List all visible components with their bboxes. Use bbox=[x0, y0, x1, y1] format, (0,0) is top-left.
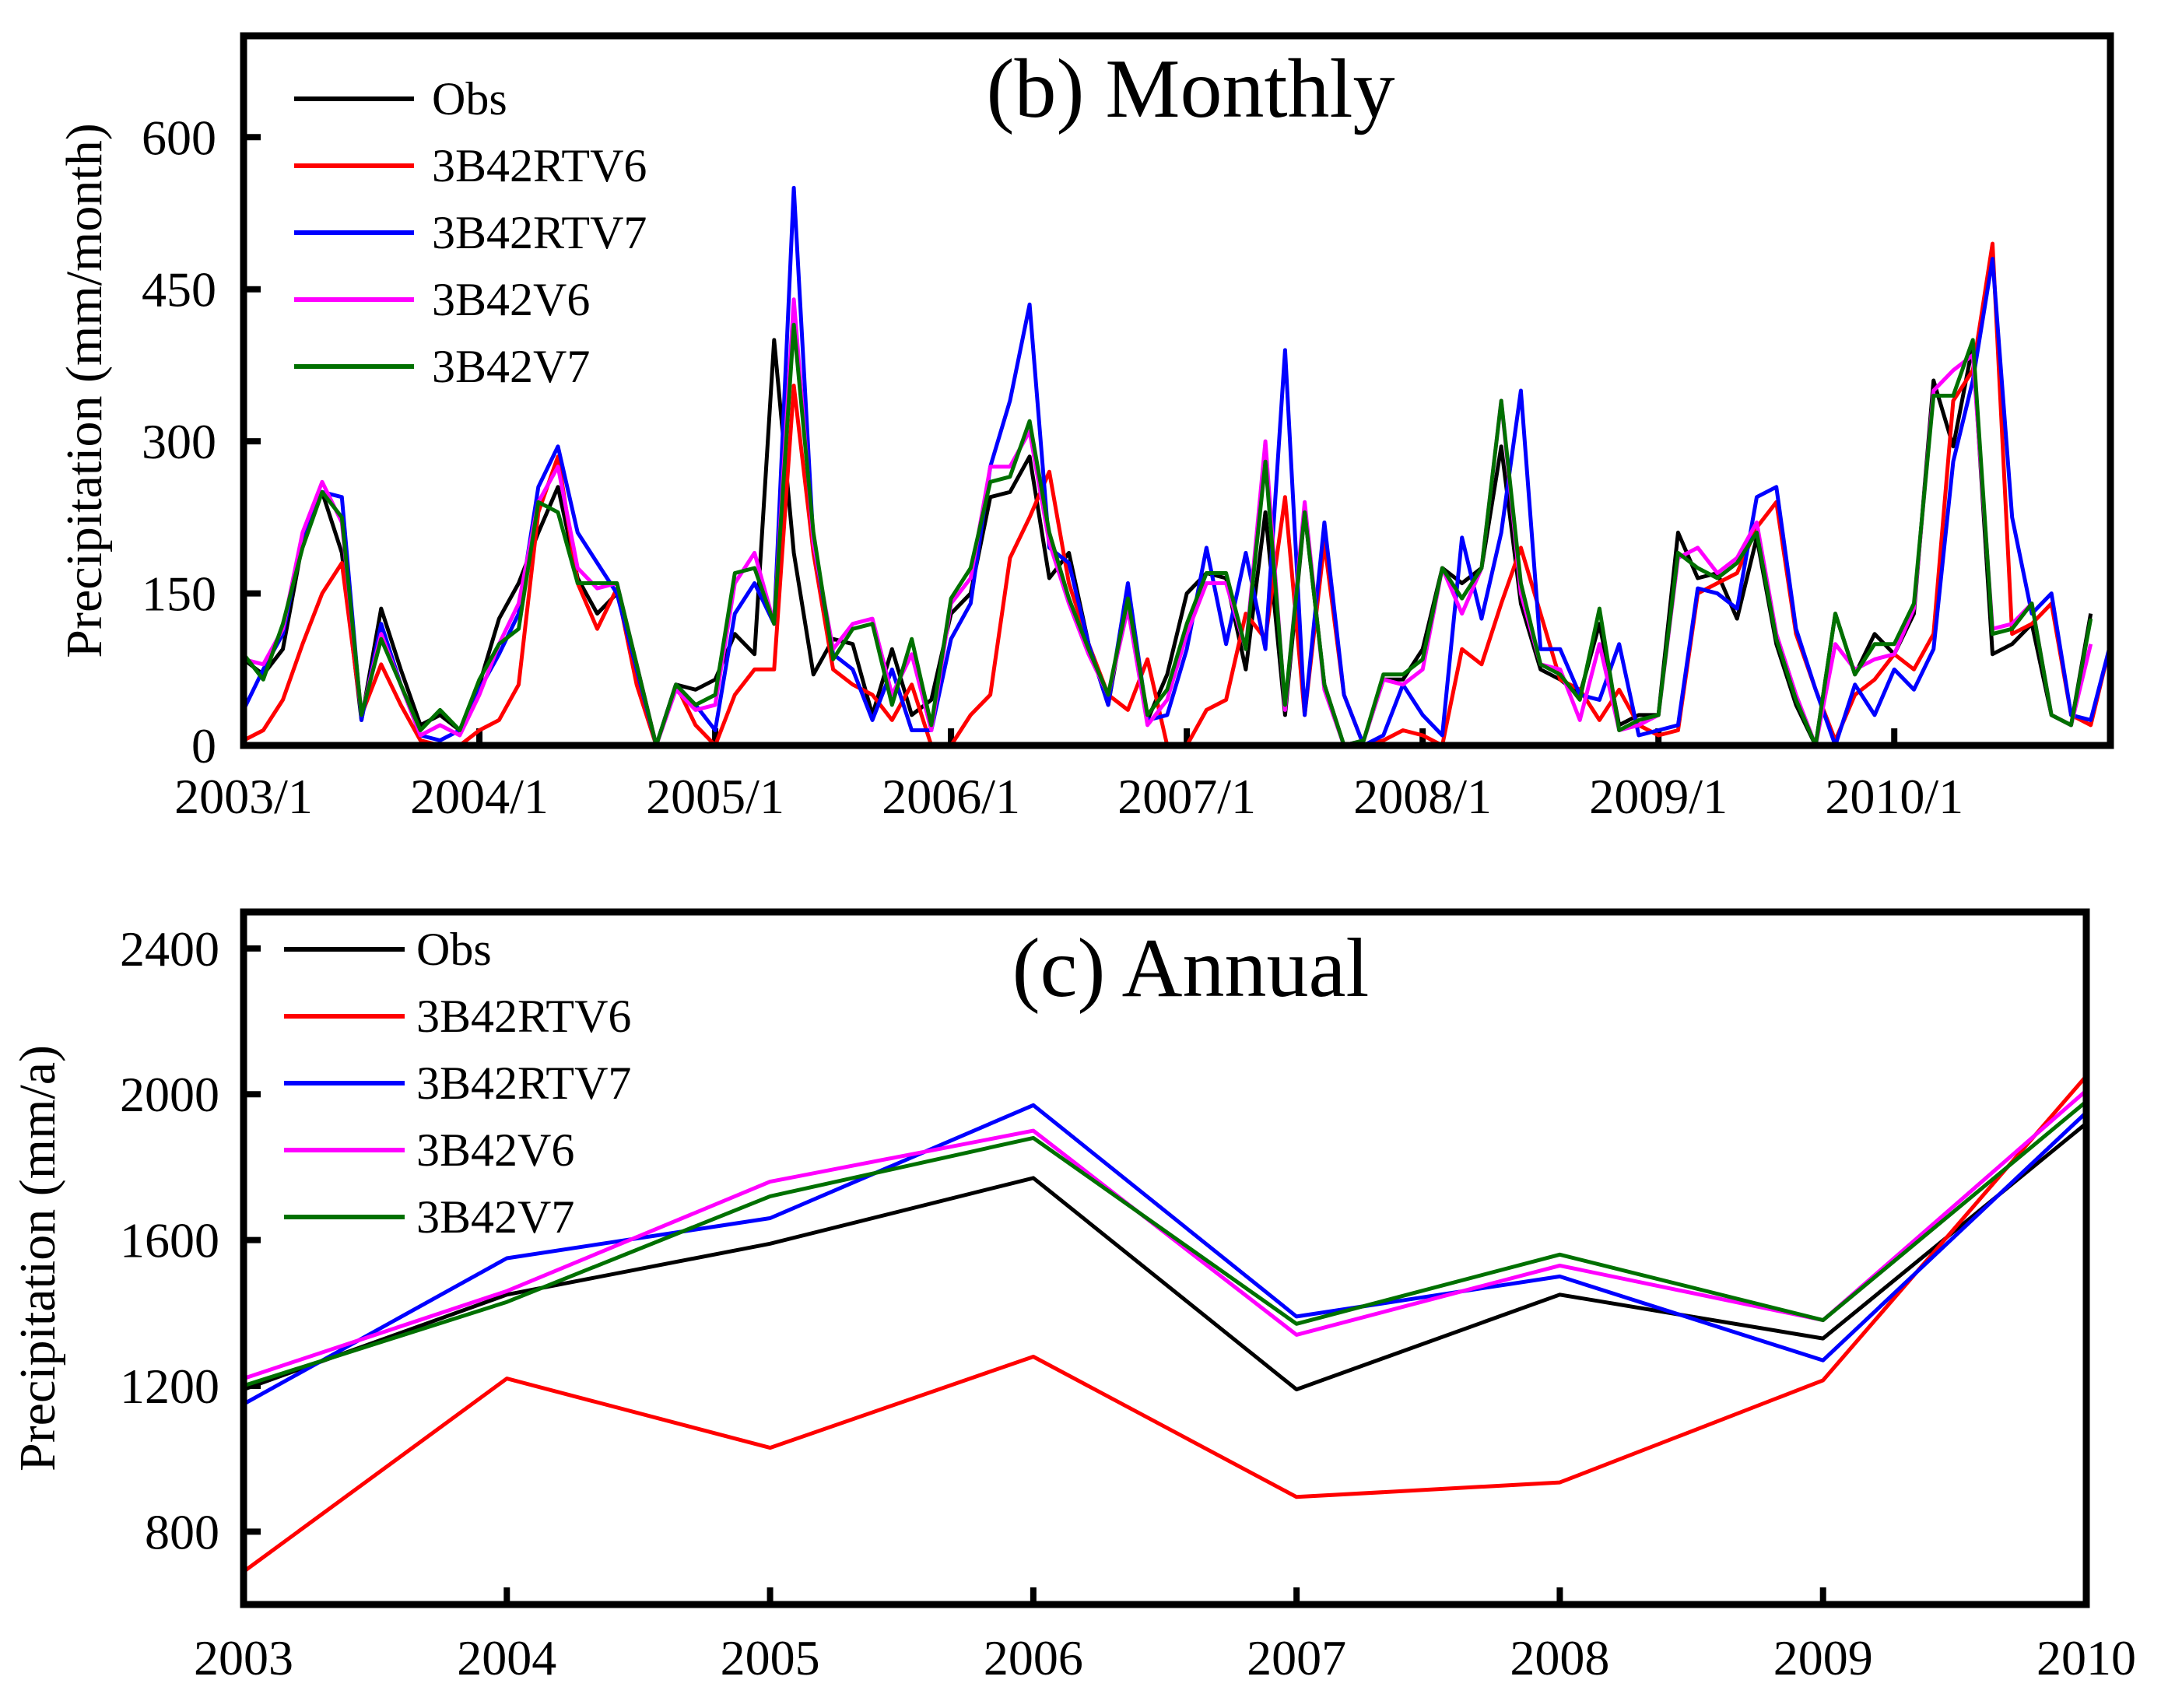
x-tick-label: 2003 bbox=[194, 1630, 293, 1685]
x-tick-label: 2007/1 bbox=[1117, 769, 1256, 824]
legend-label-3b42v6: 3B42V6 bbox=[432, 274, 590, 325]
annual-chart: 800 1200 1600 2000 2400 2003 2004 2005 2006 2007 2… bbox=[9, 908, 2136, 1685]
y-tick-label: 2000 bbox=[120, 1067, 219, 1122]
monthly-series-group bbox=[241, 185, 2113, 748]
annual-legend: Obs 3B42RTV6 3B42RTV7 3B42V6 3B42V7 bbox=[284, 924, 631, 1243]
legend-label-3b42rtv7: 3B42RTV7 bbox=[432, 207, 647, 258]
monthly-legend: Obs 3B42RTV6 3B42RTV7 3B42V6 3B42V7 bbox=[294, 73, 647, 392]
series-line-3b42rtv7 bbox=[242, 1103, 2088, 1406]
y-tick-label: 600 bbox=[142, 110, 216, 165]
x-tick-label: 2008 bbox=[1510, 1630, 1609, 1685]
monthly-y-axis-label: Precipitation (mm/month) bbox=[56, 123, 113, 658]
legend-label-3b42rtv6: 3B42RTV6 bbox=[416, 991, 631, 1042]
x-tick-label: 2009/1 bbox=[1589, 769, 1728, 824]
annual-y-axis-label: Precipitation (mm/a) bbox=[9, 1045, 66, 1471]
annual-plot-frame bbox=[240, 908, 2090, 1608]
annual-chart-title: (c) Annual bbox=[1012, 922, 1370, 1015]
y-tick-label: 450 bbox=[142, 262, 216, 317]
y-tick-label: 0 bbox=[191, 718, 216, 773]
x-tick-label: 2008/1 bbox=[1353, 769, 1492, 824]
legend-label-3b42v7: 3B42V7 bbox=[432, 341, 590, 392]
annual-axis-ticks bbox=[240, 945, 2089, 1605]
x-tick-label: 2010 bbox=[2036, 1630, 2136, 1685]
x-tick-label: 2004/1 bbox=[410, 769, 549, 824]
x-tick-label: 2003/1 bbox=[174, 769, 313, 824]
x-tick-label: 2009 bbox=[1773, 1630, 1873, 1685]
legend-label-3b42v7: 3B42V7 bbox=[416, 1191, 574, 1243]
x-tick-label: 2004 bbox=[457, 1630, 556, 1685]
y-tick-label: 800 bbox=[145, 1504, 219, 1559]
y-tick-label: 1600 bbox=[120, 1213, 219, 1268]
x-tick-label: 2005/1 bbox=[646, 769, 784, 824]
series-line-3b42v7 bbox=[242, 322, 2093, 748]
y-tick-label: 2400 bbox=[120, 921, 219, 977]
x-tick-label: 2006/1 bbox=[882, 769, 1020, 824]
y-tick-label: 1200 bbox=[120, 1359, 219, 1414]
legend-label-3b42rtv6: 3B42RTV6 bbox=[432, 140, 647, 191]
monthly-plot-frame bbox=[240, 32, 2114, 749]
legend-label-3b42rtv7: 3B42RTV7 bbox=[416, 1057, 631, 1109]
legend-label-3b42v6: 3B42V6 bbox=[416, 1124, 574, 1176]
x-tick-label: 2010/1 bbox=[1825, 769, 1963, 824]
x-tick-label: 2007 bbox=[1247, 1630, 1346, 1685]
x-tick-label: 2006 bbox=[984, 1630, 1083, 1685]
series-line-3b42v7 bbox=[243, 1100, 2088, 1388]
y-tick-label: 300 bbox=[142, 414, 216, 469]
series-line-3b42rtv6 bbox=[242, 1075, 2088, 1573]
legend-label-obs: Obs bbox=[416, 924, 492, 975]
monthly-tick-labels: 0 150 300 450 600 2003/1 2004/1 2005/1 2006/1 200… bbox=[142, 110, 1963, 824]
monthly-chart-title: (b) Monthly bbox=[987, 43, 1395, 135]
x-tick-label: 2005 bbox=[721, 1630, 820, 1685]
annual-series-group bbox=[242, 1075, 2088, 1573]
annual-tick-labels: 800 1200 1600 2000 2400 2003 2004 2005 2006 2007 2… bbox=[120, 921, 2136, 1685]
y-tick-label: 150 bbox=[142, 566, 216, 622]
monthly-chart: 0 150 300 450 600 2003/1 2004/1 2005/1 2006/1 200… bbox=[56, 32, 2114, 824]
legend-label-obs: Obs bbox=[432, 73, 507, 125]
series-line-3b42rtv7 bbox=[241, 185, 2113, 748]
